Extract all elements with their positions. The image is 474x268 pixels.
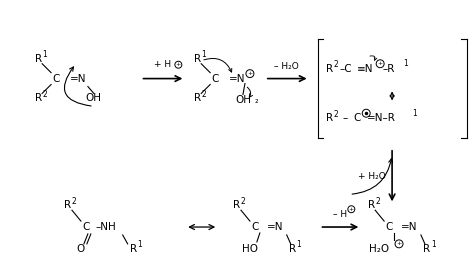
Text: 1: 1 xyxy=(42,50,47,59)
Text: C: C xyxy=(385,222,393,232)
Text: R: R xyxy=(130,244,137,254)
Text: 1: 1 xyxy=(297,240,301,249)
Text: R: R xyxy=(35,93,42,103)
Text: =N–R: =N–R xyxy=(367,113,396,123)
Text: –: – xyxy=(343,113,348,123)
Text: =N: =N xyxy=(229,74,245,84)
Text: 1: 1 xyxy=(137,240,142,249)
Text: OH: OH xyxy=(86,93,102,103)
Text: –R: –R xyxy=(383,64,395,74)
Text: 2: 2 xyxy=(42,90,47,99)
Text: R: R xyxy=(233,200,241,210)
Text: +: + xyxy=(349,207,354,212)
Text: 2: 2 xyxy=(201,90,206,99)
Text: C: C xyxy=(53,74,60,84)
Text: – H: – H xyxy=(333,210,347,219)
Text: HO: HO xyxy=(242,244,258,254)
Text: + H: + H xyxy=(154,60,171,69)
Text: ₂: ₂ xyxy=(254,96,258,105)
Text: +: + xyxy=(176,62,181,67)
Text: –NH: –NH xyxy=(95,222,116,232)
Text: 2: 2 xyxy=(375,197,380,206)
Text: 1: 1 xyxy=(412,109,417,118)
Text: R: R xyxy=(423,244,430,254)
Text: R: R xyxy=(64,200,72,210)
Text: –C: –C xyxy=(339,64,352,74)
Text: R: R xyxy=(194,54,201,64)
Text: R: R xyxy=(35,54,42,64)
Text: 2: 2 xyxy=(333,60,338,69)
Text: =N: =N xyxy=(401,222,417,232)
Text: R: R xyxy=(289,244,296,254)
Text: 1: 1 xyxy=(201,50,206,59)
Text: + H₂O: + H₂O xyxy=(358,172,386,181)
Text: 2: 2 xyxy=(241,197,246,206)
Text: C: C xyxy=(354,113,361,123)
Text: OH: OH xyxy=(235,95,251,105)
Text: R: R xyxy=(194,93,201,103)
Text: – H₂O: – H₂O xyxy=(274,62,299,71)
Text: 2: 2 xyxy=(72,197,77,206)
Text: C: C xyxy=(211,74,219,84)
Text: +: + xyxy=(247,71,253,76)
Text: C: C xyxy=(82,222,90,232)
Text: 2: 2 xyxy=(333,110,338,119)
Text: R: R xyxy=(368,200,375,210)
Text: H₂O: H₂O xyxy=(369,244,389,254)
Text: O: O xyxy=(77,244,85,254)
Text: R: R xyxy=(326,64,333,74)
Text: +: + xyxy=(377,61,383,66)
Text: =N: =N xyxy=(266,222,283,232)
Text: ≡N: ≡N xyxy=(357,64,374,74)
Text: C: C xyxy=(251,222,259,232)
Text: +: + xyxy=(396,241,401,246)
Text: =N: =N xyxy=(70,74,86,84)
Text: 1: 1 xyxy=(403,59,408,68)
Text: 1: 1 xyxy=(431,240,436,249)
Text: R: R xyxy=(326,113,333,123)
